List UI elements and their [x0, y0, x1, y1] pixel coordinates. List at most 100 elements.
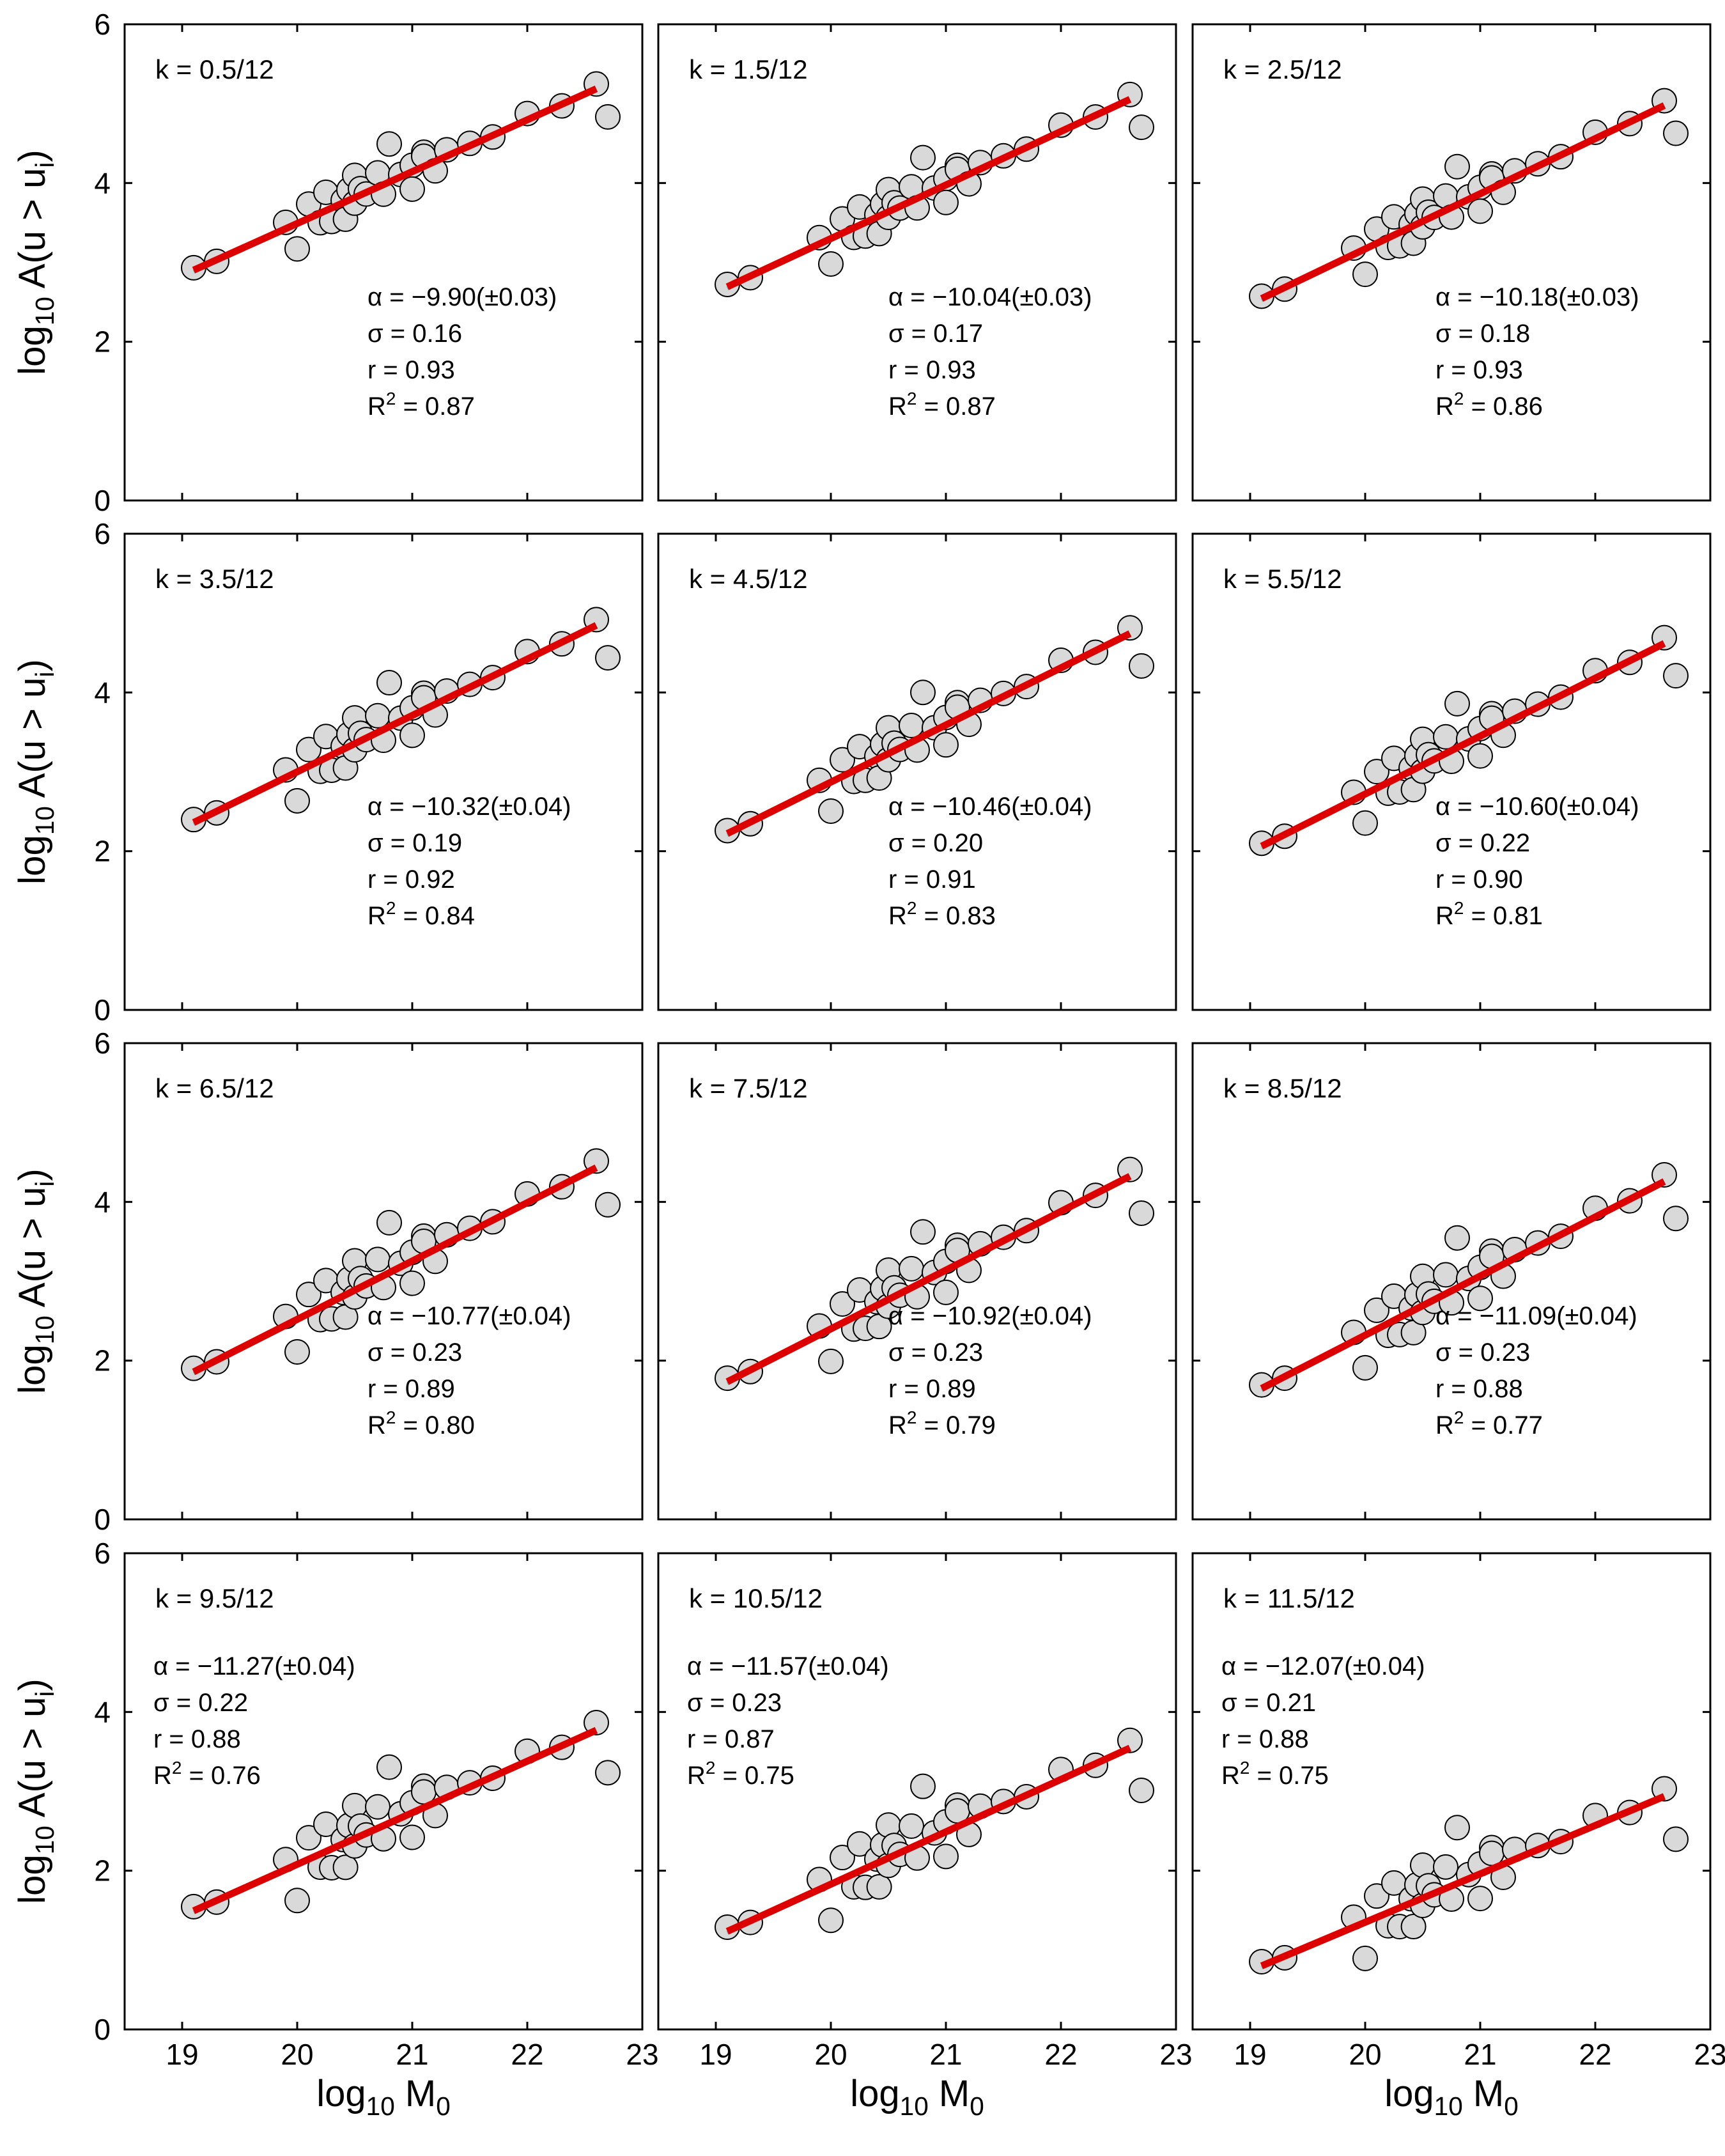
fit-line: [725, 630, 1132, 837]
fit-line: [1260, 102, 1666, 302]
data-point: [818, 1907, 844, 1934]
x-tick-label: 22: [1044, 2038, 1077, 2071]
fit-line: [192, 85, 598, 274]
stat-r: r = 0.93: [367, 356, 455, 384]
data-point: [830, 1845, 855, 1871]
x-tick-label: 20: [1349, 2038, 1381, 2071]
k-label: k = 3.5/12: [155, 564, 274, 594]
k-label: k = 5.5/12: [1223, 564, 1342, 594]
data-point: [830, 1291, 855, 1317]
stat-sigma: σ = 0.16: [367, 320, 462, 348]
data-point: [399, 1824, 425, 1850]
y-tick-label: 6: [94, 1537, 111, 1570]
stat-r: r = 0.92: [367, 865, 455, 894]
y-tick-label: 2: [94, 325, 111, 359]
panel-9: k = 8.5/12 α = −11.09(±0.04) σ = 0.23 r = 0…: [1191, 1042, 1712, 1521]
x-axis-label: log10 M0: [1384, 2073, 1519, 2121]
stat-R2: R2 = 0.79: [888, 1408, 996, 1439]
x-tick-label: 23: [626, 2038, 658, 2071]
y-tick-label: 4: [94, 1185, 111, 1218]
data-point: [899, 712, 924, 738]
y-tick-label: 2: [94, 835, 111, 868]
panel-10: 19 20 21 22 23 0 2 4 6 log10 A(u > ui) log10 M0 k =…: [12, 1537, 659, 2121]
data-point: [1400, 1914, 1427, 1940]
data-point: [1663, 1206, 1689, 1232]
fit-line: [1260, 640, 1666, 849]
data-point: [899, 1255, 924, 1282]
x-tick-label: 23: [1694, 2038, 1725, 2071]
k-label: k = 11.5/12: [1223, 1583, 1355, 1613]
data-point: [595, 104, 621, 130]
data-point: [365, 702, 391, 729]
data-point: [1663, 120, 1689, 146]
data-point: [866, 1873, 892, 1900]
plot-frame: [123, 532, 644, 1011]
y-tick-label: 0: [94, 2013, 111, 2046]
data-point: [284, 236, 310, 262]
y-tick-label: 6: [94, 1027, 111, 1060]
stat-alpha: α = −10.60(±0.04): [1435, 793, 1639, 821]
y-tick-label: 4: [94, 1695, 111, 1728]
k-label: k = 0.5/12: [155, 54, 274, 84]
stat-R2: R2 = 0.75: [1221, 1758, 1329, 1790]
data-point: [1364, 1883, 1389, 1909]
stat-alpha: α = −10.46(±0.04): [888, 793, 1092, 821]
k-label: k = 10.5/12: [689, 1583, 823, 1613]
x-tick-label: 19: [1234, 2038, 1266, 2071]
y-tick-label: 2: [94, 1854, 111, 1888]
data-point: [376, 1754, 402, 1780]
data-point: [818, 798, 844, 824]
stat-r: r = 0.90: [1435, 865, 1523, 894]
data-point: [1433, 1854, 1458, 1880]
data-point: [595, 1191, 621, 1218]
fit-line: [725, 1173, 1132, 1385]
stat-sigma: σ = 0.22: [153, 1689, 248, 1717]
panel-4: 0 2 4 6 log10 A(u > ui) k = 3.5/12 α = −10.32(…: [12, 517, 644, 1027]
stat-R2: R2 = 0.87: [888, 389, 996, 421]
stat-sigma: σ = 0.17: [888, 320, 983, 348]
panel-8: k = 7.5/12 α = −10.92(±0.04) σ = 0.23 r = 0…: [657, 1042, 1177, 1521]
x-tick-label: 22: [1579, 2038, 1611, 2071]
data-point: [933, 1279, 959, 1305]
data-point: [1663, 1826, 1689, 1852]
k-label: k = 4.5/12: [689, 564, 808, 594]
data-point: [933, 189, 959, 215]
stat-R2: R2 = 0.86: [1435, 389, 1543, 421]
data-point: [399, 722, 425, 748]
panel-1: 0 2 4 6 log10 A(u > ui) k = 0.5/12 α = −9.90(±…: [12, 8, 644, 517]
data-point: [1117, 1727, 1143, 1753]
stat-sigma: σ = 0.21: [1221, 1689, 1316, 1717]
data-point: [1129, 653, 1154, 679]
data-point: [376, 670, 402, 696]
x-tick-label: 21: [396, 2038, 428, 2071]
stat-sigma: σ = 0.23: [1435, 1338, 1530, 1367]
stat-R2: R2 = 0.84: [367, 898, 475, 930]
k-label: k = 6.5/12: [155, 1073, 274, 1103]
data-point: [296, 736, 321, 763]
stat-alpha: α = −10.92(±0.04): [888, 1302, 1092, 1330]
panel-7: 0 2 4 6 log10 A(u > ui) k = 6.5/12 α = −10.77(…: [12, 1027, 644, 1536]
stat-alpha: α = −11.27(±0.04): [153, 1652, 355, 1680]
fit-line: [192, 1164, 598, 1376]
x-tick-label: 21: [929, 2038, 962, 2071]
y-axis-label: log10 A(u > ui): [12, 659, 59, 884]
stat-r: r = 0.87: [687, 1725, 775, 1753]
data-point: [1129, 114, 1154, 141]
y-axis-label: log10 A(u > ui): [12, 1679, 59, 1904]
stat-sigma: σ = 0.19: [367, 829, 462, 857]
data-point: [1129, 1778, 1154, 1804]
data-point: [1467, 1886, 1493, 1912]
data-point: [1433, 1262, 1458, 1288]
stat-R2: R2 = 0.80: [367, 1408, 475, 1439]
panel-6: k = 5.5/12 α = −10.60(±0.04) σ = 0.22 r = 0…: [1191, 532, 1712, 1011]
data-point: [284, 1339, 310, 1365]
data-point: [1467, 1285, 1493, 1312]
fit-line: [192, 622, 598, 826]
data-point: [1663, 663, 1689, 689]
data-point: [933, 732, 959, 758]
fit-line: [1260, 1793, 1666, 1969]
stat-sigma: σ = 0.23: [367, 1338, 462, 1367]
x-tick-label: 20: [281, 2038, 313, 2071]
stat-R2: R2 = 0.77: [1435, 1408, 1543, 1439]
